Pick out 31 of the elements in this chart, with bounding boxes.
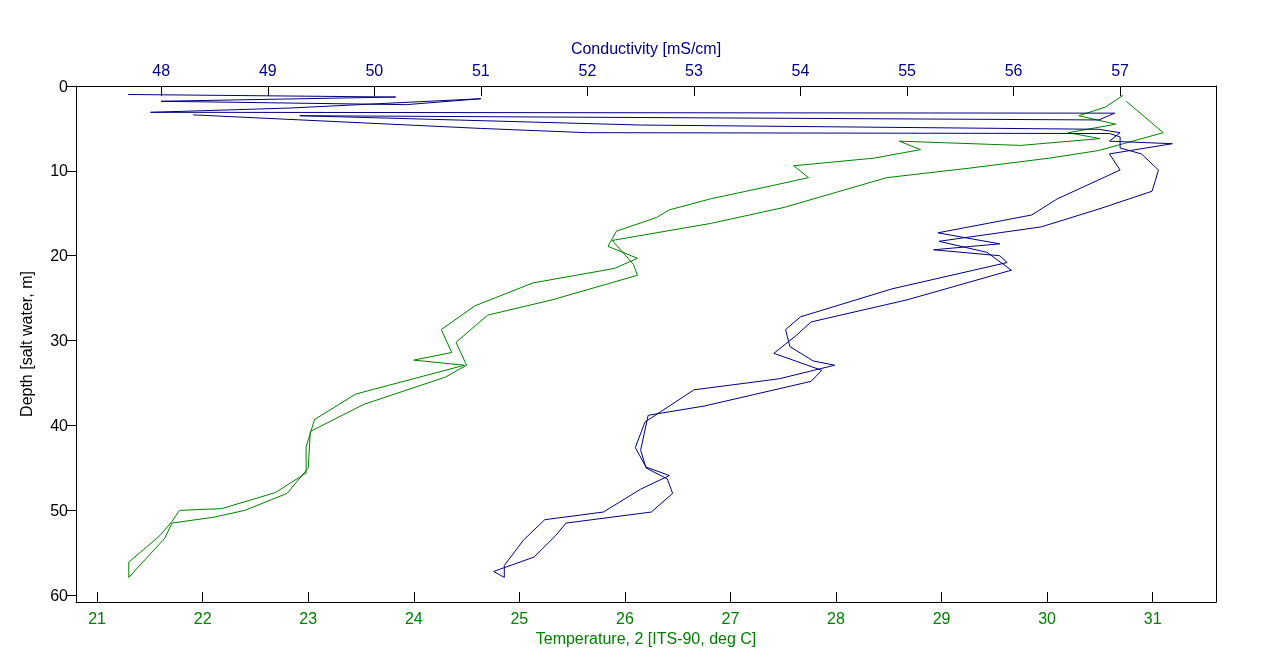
x2-tick-label: 49 — [258, 61, 277, 79]
x-tick-label: 30 — [1038, 609, 1057, 627]
x2-tick-label: 48 — [152, 61, 171, 79]
x-tick-label: 27 — [721, 609, 740, 627]
x-tick-label: 29 — [932, 609, 951, 627]
x2-tick-label: 51 — [471, 61, 490, 79]
y-tick-label: 0 — [59, 77, 69, 95]
x2-tick-label: 56 — [1004, 61, 1023, 79]
y-tick-label: 30 — [50, 332, 69, 350]
x2-axis-title: Conductivity [mS/cm] — [570, 39, 722, 57]
x2-tick-label: 50 — [365, 61, 384, 79]
y-tick-label: 20 — [50, 247, 69, 265]
y-tick-label: 40 — [50, 416, 69, 434]
x-tick-label: 28 — [827, 609, 845, 627]
x2-tick-label: 54 — [791, 61, 810, 79]
x-tick-label: 21 — [88, 609, 107, 627]
x-tick-label: 31 — [1143, 609, 1162, 627]
x-tick-label: 26 — [615, 609, 634, 627]
y-axis-title: Depth [salt water, m] — [17, 271, 35, 417]
x2-tick-label: 57 — [1111, 61, 1130, 79]
x-axis-title: Temperature, 2 [ITS-90, deg C] — [535, 630, 757, 648]
y-tick-label: 50 — [50, 501, 69, 519]
y-tick-label: 10 — [50, 162, 69, 180]
x2-tick-label: 52 — [578, 61, 597, 79]
x-tick-label: 22 — [193, 609, 212, 627]
x-tick-label: 25 — [510, 609, 529, 627]
x2-tick-label: 53 — [685, 61, 703, 79]
x2-tick-label: 55 — [898, 61, 917, 79]
y-tick-label: 60 — [50, 586, 69, 604]
x-tick-label: 23 — [299, 609, 318, 627]
x-tick-label: 24 — [404, 609, 423, 627]
